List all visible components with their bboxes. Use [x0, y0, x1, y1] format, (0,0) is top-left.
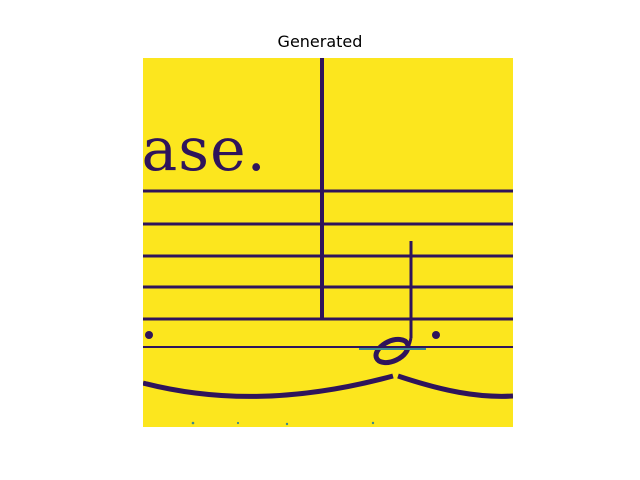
speck: [371, 421, 375, 425]
note-head: [373, 336, 411, 366]
speck: [236, 421, 240, 425]
speck: [285, 422, 289, 426]
sheet-music-image: [143, 58, 513, 427]
slur-left: [143, 373, 394, 399]
dot-right: [432, 331, 440, 339]
figure-title: Generated: [277, 32, 363, 51]
image-background: [143, 58, 513, 427]
half-note: [359, 241, 426, 366]
dot-left: [145, 331, 153, 339]
slur-arcs: [143, 373, 513, 399]
speck: [191, 421, 195, 425]
slur-right: [397, 373, 513, 399]
image-text-fragment: ease.: [143, 115, 267, 185]
generated-image-panel: ease.: [143, 58, 513, 427]
staff-lines: [143, 189, 513, 348]
scan-specks: [191, 421, 375, 426]
